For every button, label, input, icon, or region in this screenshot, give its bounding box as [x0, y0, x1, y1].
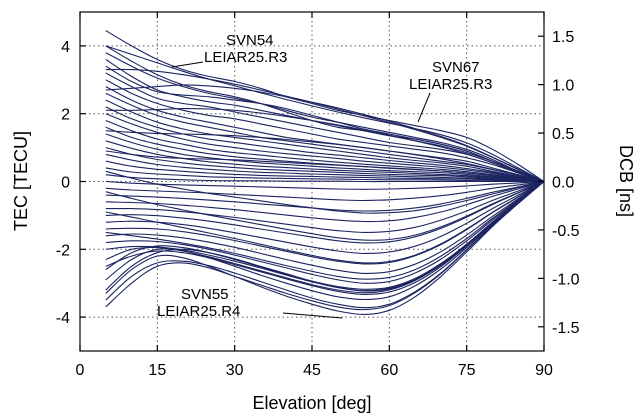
series-line-41: [105, 181, 545, 264]
series-line-22: [105, 180, 545, 202]
y-tick-label-right: -0.5: [552, 223, 580, 240]
y-tick-label-left: 4: [61, 39, 70, 56]
curve-group: [105, 30, 545, 315]
series-line-16: [105, 147, 545, 183]
series-line-2: [105, 52, 545, 183]
y-tick-label-right: 1.0: [552, 78, 574, 95]
x-axis-title: Elevation [deg]: [252, 393, 371, 413]
annotation-svn55-line1: SVN55: [181, 286, 229, 303]
series-line-0: [105, 30, 545, 182]
y-tick-label-left: -2: [56, 242, 70, 259]
series-line-8: [105, 92, 545, 183]
y-tick-label-right: -1.5: [552, 320, 580, 337]
series-line-20: [105, 174, 544, 183]
y-tick-label-left: 0: [61, 175, 70, 192]
x-tick-label: 15: [148, 362, 166, 379]
y-tick-label-right: -1.0: [552, 271, 580, 288]
series-line-39: [105, 181, 545, 295]
y-axis-title-right: DCB [ns]: [616, 145, 636, 217]
series-line-24: [105, 180, 545, 223]
series-line-11: [105, 113, 545, 183]
series-line-18: [105, 160, 545, 183]
annotation-svn54-line2: LEIAR25.R3: [204, 49, 287, 66]
series-line-1: [105, 45, 545, 183]
series-line-45: [105, 130, 545, 183]
x-tick-label: 30: [226, 362, 244, 379]
annotation-svn55-leader: [282, 312, 343, 319]
y-axis-title-left: TEC [TECU]: [11, 131, 31, 231]
series-line-44: [105, 150, 545, 183]
series-line-19: [105, 167, 545, 183]
y-tick-label-right: 0.5: [552, 126, 574, 143]
annotation-svn55: SVN55 LEIAR25.R4: [157, 286, 343, 320]
y-tick-label-right: 1.5: [552, 29, 574, 46]
x-tick-label: 0: [76, 362, 85, 379]
series-line-12: [105, 119, 545, 183]
series-line-7: [105, 86, 545, 183]
axis-ticks: [79, 12, 545, 351]
annotation-svn67-leader: [417, 92, 431, 123]
series-line-30: [105, 181, 545, 284]
series-line-48: [105, 68, 545, 182]
series-line-46: [105, 108, 545, 183]
series-line-43: [105, 170, 545, 214]
series-line-4: [105, 65, 545, 183]
annotation-svn67-line2: LEIAR25.R3: [409, 76, 492, 93]
series-line-35: [105, 181, 545, 315]
series-line-37: [105, 181, 545, 309]
series-line-6: [105, 79, 545, 183]
annotation-svn54: SVN54 LEIAR25.R3: [171, 32, 287, 68]
series-line-27: [105, 181, 545, 254]
x-tick-label: 90: [535, 362, 553, 379]
series-line-21: [105, 180, 545, 190]
series-line-34: [105, 181, 545, 301]
y-tick-label-left: -4: [56, 310, 70, 327]
series-line-40: [105, 181, 545, 280]
annotation-svn54-leader: [171, 61, 204, 68]
series-line-14: [105, 133, 545, 183]
series-line-26: [105, 180, 545, 244]
series-line-49: [105, 45, 545, 182]
series-line-42: [105, 180, 545, 241]
x-tick-label: 75: [458, 362, 476, 379]
tick-labels: 0 15 30 45 60 75 90 -4 -2 0 2 4 -1.5 -1.0 -0.5 0.0 0.5 1.…: [56, 29, 580, 379]
series-line-17: [105, 153, 545, 183]
annotation-svn67-line1: SVN67: [432, 59, 480, 76]
series-line-29: [105, 181, 545, 274]
series-line-9: [105, 99, 545, 183]
annotation-svn54-line1: SVN54: [226, 32, 274, 49]
y-tick-label-left: 2: [61, 107, 70, 124]
y-tick-label-right: 0.0: [552, 175, 574, 192]
annotation-svn67: SVN67 LEIAR25.R3: [409, 59, 492, 123]
x-tick-label: 60: [380, 362, 398, 379]
series-line-38: [105, 181, 545, 292]
series-line-25: [105, 180, 545, 233]
annotation-svn55-line2: LEIAR25.R4: [157, 303, 240, 320]
x-tick-label: 45: [303, 362, 321, 379]
